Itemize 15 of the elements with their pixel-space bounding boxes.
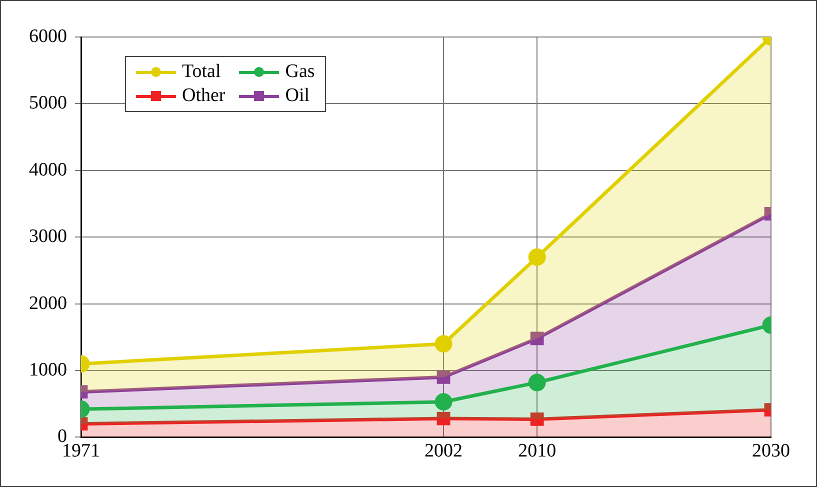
y-tick-label: 1000	[29, 359, 67, 380]
point	[528, 248, 546, 266]
y-tick-label: 5000	[29, 92, 67, 114]
y-tick-label: 6000	[29, 26, 67, 47]
y-tick-label: 4000	[29, 159, 67, 180]
legend-label: Total	[182, 61, 221, 83]
legend-label: Other	[182, 85, 226, 107]
point	[434, 335, 452, 353]
y-tick-label: 2000	[29, 292, 67, 314]
x-tick-label: 2010	[518, 440, 556, 462]
legend-label: Gas	[285, 61, 315, 83]
x-tick-label: 2002	[424, 440, 463, 462]
y-tick-label: 3000	[29, 226, 67, 248]
x-tick-label: 2030	[752, 440, 790, 462]
legend-label: Oil	[285, 85, 310, 107]
